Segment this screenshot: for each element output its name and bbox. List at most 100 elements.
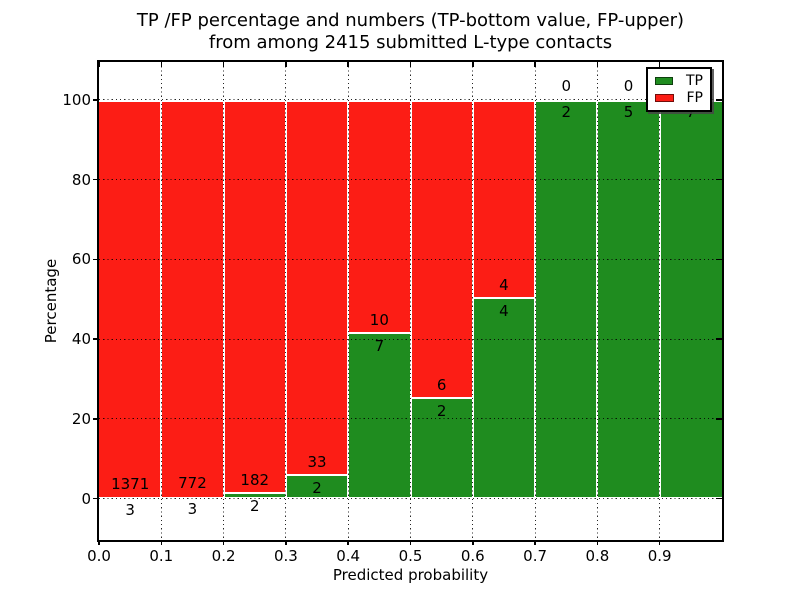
y-tick-right <box>716 258 722 261</box>
bar-segment-tp <box>223 494 286 499</box>
y-tick-left <box>93 418 99 420</box>
x-tick-bottom <box>409 540 412 545</box>
x-tick-label: 0.0 <box>87 547 111 565</box>
x-tick-top <box>347 62 349 67</box>
fp-count-label: 1371 <box>111 474 150 493</box>
fp-count-label: 10 <box>369 311 389 330</box>
x-tick-top <box>472 62 474 67</box>
legend-row: FP <box>655 91 703 105</box>
fp-count-label: 0 <box>561 76 572 95</box>
chart-title-line2: from among 2415 submitted L-type contact… <box>208 32 613 53</box>
y-tick-right <box>716 497 722 500</box>
y-tick-right <box>716 418 722 420</box>
bar-segment-tp <box>348 334 411 499</box>
x-gridline <box>472 62 474 540</box>
y-tick-label: 60 <box>71 250 91 269</box>
fp-swatch-icon <box>655 94 674 103</box>
tp-count-label: 2 <box>312 478 322 497</box>
bar-segment-fp <box>223 99 286 495</box>
x-tick-label: 0.1 <box>149 547 174 565</box>
tp-count-label: 4 <box>499 302 509 321</box>
tp-count-label: 5 <box>623 102 634 121</box>
bar-segment-tp <box>410 398 473 499</box>
y-tick-right <box>716 178 722 181</box>
bar-segment-tp <box>285 475 349 499</box>
x-tick-top <box>160 62 163 67</box>
fp-count-label: 6 <box>436 375 447 394</box>
x-tick-bottom <box>596 540 599 545</box>
bar-boundary-line <box>472 297 536 300</box>
y-tick-left <box>93 258 99 261</box>
x-axis-label: Predicted probability <box>332 566 489 584</box>
y-gridline <box>99 179 722 181</box>
chart-title: TP /FP percentage and numbers (TP-bottom… <box>99 10 722 54</box>
y-tick-right <box>716 99 722 101</box>
x-gridline <box>223 62 225 540</box>
y-gridline <box>99 338 722 340</box>
bar-segment-tp <box>535 99 598 499</box>
bar-boundary-line <box>410 396 473 399</box>
x-tick-bottom <box>285 540 287 545</box>
y-tick-left <box>93 497 99 500</box>
x-gridline <box>347 62 349 540</box>
tp-count-label: 2 <box>561 102 572 121</box>
legend-label: TP <box>686 72 703 89</box>
x-tick-bottom <box>472 540 474 545</box>
x-tick-bottom <box>98 540 100 545</box>
fp-count-label: 182 <box>240 471 270 490</box>
bar-segment-fp <box>161 99 224 498</box>
x-tick-bottom <box>347 540 349 545</box>
bar-segment-fp <box>348 99 411 335</box>
legend: TP FP <box>646 67 712 112</box>
y-tick-label: 40 <box>71 330 91 349</box>
x-tick-label: 0.3 <box>273 547 298 565</box>
x-tick-label: 0.9 <box>647 547 672 565</box>
x-tick-top <box>658 62 661 67</box>
bar-boundary-line <box>223 492 286 495</box>
tp-count-label: 2 <box>436 401 447 420</box>
y-tick-label: 0 <box>81 489 91 508</box>
x-tick-label: 0.5 <box>398 547 423 565</box>
y-gridline <box>99 418 722 420</box>
bar-boundary-line <box>285 473 349 476</box>
y-tick-label: 100 <box>62 90 91 109</box>
bar-segment-fp <box>285 99 349 476</box>
tp-swatch-icon <box>655 76 673 85</box>
x-tick-bottom <box>160 540 163 545</box>
y-tick-left <box>93 338 99 340</box>
tp-count-label: 7 <box>374 337 385 356</box>
x-gridline <box>160 62 162 540</box>
x-gridline <box>534 62 536 540</box>
y-tick-left <box>93 99 99 101</box>
legend-label: FP <box>686 90 704 107</box>
bar-segment-tp <box>472 299 536 499</box>
bar-segment-fp <box>472 99 536 300</box>
fp-count-label: 33 <box>307 452 327 471</box>
x-tick-label: 0.6 <box>460 547 485 565</box>
x-tick-label: 0.4 <box>336 547 361 565</box>
fp-count-label: 772 <box>178 474 207 493</box>
fp-count-label: 0 <box>623 76 634 95</box>
x-tick-label: 0.7 <box>523 547 548 565</box>
x-gridline <box>596 62 598 540</box>
bar-boundary-line <box>348 332 411 335</box>
x-tick-top <box>596 62 599 67</box>
fp-count-label: 4 <box>499 276 509 295</box>
x-tick-top <box>98 62 100 67</box>
x-gridline <box>659 62 661 540</box>
x-gridline <box>410 62 411 540</box>
tp-count-label: 3 <box>187 500 198 519</box>
x-tick-bottom <box>534 540 536 545</box>
x-tick-top <box>409 62 412 67</box>
bar-segment-tp <box>659 99 722 499</box>
y-gridline <box>99 258 722 260</box>
y-gridline <box>99 498 722 500</box>
x-tick-top <box>534 62 536 67</box>
tp-count-label: 2 <box>249 497 260 516</box>
bar-segment-tp <box>597 99 660 499</box>
y-axis-label: Percentage <box>42 258 60 344</box>
legend-row: TP <box>655 74 703 88</box>
y-tick-left <box>93 178 99 181</box>
tp-count-label: 3 <box>125 500 135 519</box>
